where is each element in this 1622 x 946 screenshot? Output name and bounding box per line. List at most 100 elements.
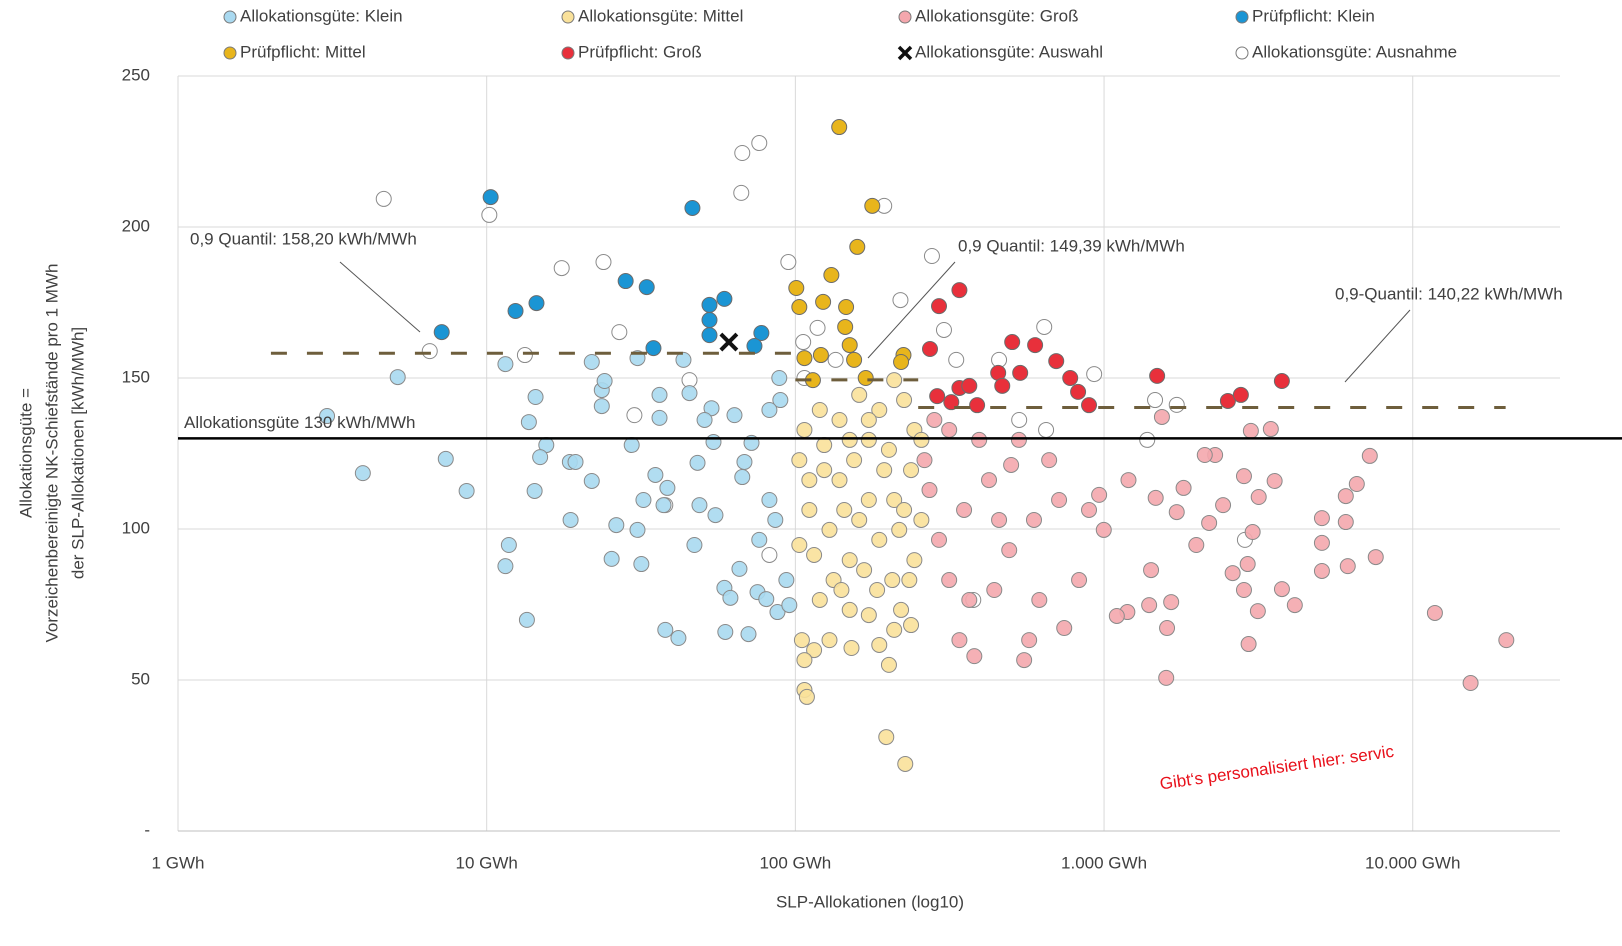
leader-line [1344,309,1411,383]
point [526,482,543,499]
legend-marker [223,46,237,60]
point [849,238,866,255]
point [1147,392,1164,409]
point [851,511,868,528]
point [831,472,848,489]
legend-marker [561,46,575,60]
point [796,652,813,669]
legend-marker [1235,10,1249,24]
point [846,351,863,368]
point [1337,488,1354,505]
point [1012,364,1029,381]
point [696,411,713,428]
y-tick-label: 50 [131,669,150,688]
point [916,452,933,469]
point [623,437,640,454]
point [1367,549,1384,566]
point [1056,620,1073,637]
legend-label: Allokationsgüte: Klein [240,6,403,25]
point [1071,572,1088,589]
point [821,632,838,649]
point [1091,486,1108,503]
point [617,273,634,290]
point [629,521,646,538]
point [837,318,854,335]
point [1153,408,1170,425]
point [1313,534,1330,551]
point [651,409,668,426]
point [886,372,903,389]
point [1031,591,1048,608]
point [1141,597,1158,614]
point [812,347,829,364]
point [626,407,643,424]
point [943,394,960,411]
point [1168,504,1185,521]
point [638,279,655,296]
point [1361,447,1378,464]
point [901,572,918,589]
point [831,411,848,428]
point [1086,366,1103,383]
point [956,501,973,518]
point [772,392,789,409]
point [948,351,965,368]
legend-label: Prüfpflicht: Groß [578,42,702,61]
point [788,280,805,297]
point [1188,537,1205,554]
point [966,648,983,665]
y-axis-title: Allokationsgüte = Vorzeichenbereinigte N… [16,264,87,643]
point [991,511,1008,528]
point [816,437,833,454]
legend-label: Allokationsgüte: Auswahl [915,42,1103,61]
point [821,521,838,538]
point [421,343,438,360]
point [507,302,524,319]
point [841,337,858,354]
point [500,537,517,554]
point [722,589,739,606]
x-tick-label: 10 GWh [456,853,518,872]
point-x [719,332,739,352]
point [880,656,897,673]
point [815,293,832,310]
legend-label: Prüfpflicht: Klein [1252,6,1375,25]
y-axis-title-line: Vorzeichenbereinigte NK-Schiefstände pro… [42,264,61,643]
point [860,431,877,448]
point [562,511,579,528]
point [1273,581,1290,598]
point [532,449,549,466]
point [389,369,406,386]
point [931,298,948,315]
point [892,292,909,309]
point [1021,632,1038,649]
y-tick-label: 100 [122,518,150,537]
point [796,421,813,438]
point [791,299,808,316]
point [1158,669,1175,686]
point [1048,353,1065,370]
point [986,582,1003,599]
point [921,341,938,358]
point [806,546,823,563]
point [1348,476,1365,493]
point [846,452,863,469]
point [891,521,908,538]
x-axis-title: SLP-Allokationen (log10) [776,892,964,911]
point [753,325,770,342]
point [751,531,768,548]
point [746,337,763,354]
point [595,254,612,271]
point [843,639,860,656]
point [567,453,584,470]
point [816,462,833,479]
leader-line [867,261,956,359]
y-tick-label: 250 [122,65,150,84]
point [871,402,888,419]
point [481,206,498,223]
point [751,135,768,152]
point [655,497,672,514]
point [1095,521,1112,538]
point [707,507,724,524]
